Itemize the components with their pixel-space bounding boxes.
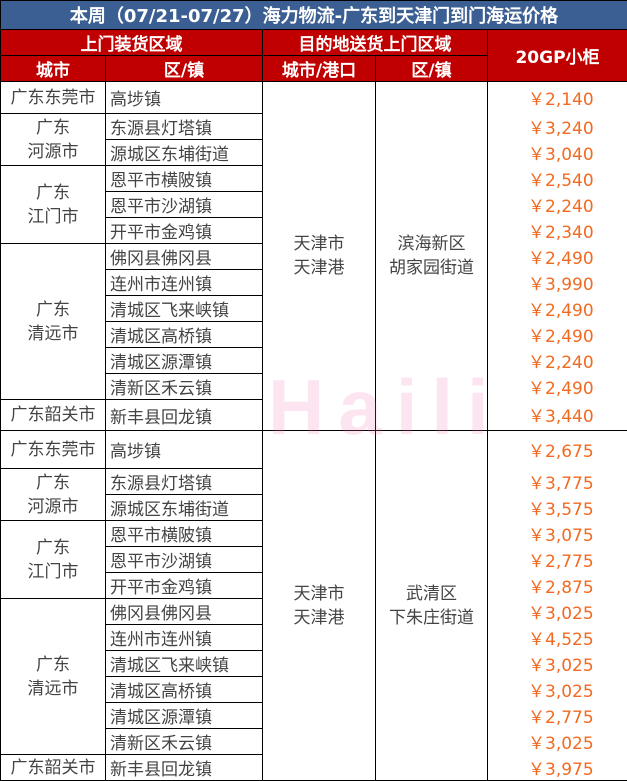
origin-town: 开平市金鸡镇 [106,218,263,244]
price-cell: ￥3,775 [488,469,627,495]
origin-town: 连州市连州镇 [106,270,263,296]
price-cell: ￥3,025 [488,651,627,677]
origin-town: 清城区飞来峡镇 [106,296,263,322]
origin-town: 清城区高桥镇 [106,677,263,703]
price-cell: ￥3,990 [488,270,627,296]
origin-town: 清城区飞来峡镇 [106,651,263,677]
price-cell: ￥3,075 [488,521,627,547]
origin-city: 广东韶关市 [1,400,106,431]
origin-town: 源城区东埔街道 [106,495,263,521]
price-cell: ￥3,040 [488,140,627,166]
origin-town: 高埗镇 [106,82,263,114]
origin-town: 东源县灯塔镇 [106,469,263,495]
price-cell: ￥3,025 [488,729,627,755]
origin-city: 广东韶关市 [1,755,106,781]
table-row: 广东东莞市高埗镇天津市天津港滨海新区胡家园街道￥2,140 [1,82,627,114]
origin-town: 清新区禾云镇 [106,374,263,400]
price-cell: ￥2,140 [488,82,627,114]
price-cell: ￥2,490 [488,374,627,400]
price-cell: ￥4,525 [488,625,627,651]
city-header: 城市 [1,56,106,82]
price-cell: ￥2,490 [488,296,627,322]
price-cell: ￥3,025 [488,599,627,625]
origin-city: 广东清远市 [1,599,106,755]
origin-town: 清城区高桥镇 [106,322,263,348]
price-cell: ￥3,975 [488,755,627,781]
port-header: 城市/港口 [263,56,376,82]
origin-town: 恩平市沙湖镇 [106,192,263,218]
origin-town: 佛冈县佛冈县 [106,599,263,625]
origin-town: 恩平市沙湖镇 [106,547,263,573]
page-title: 本周（07/21-07/27）海力物流-广东到天津门到门海运价格 [1,1,627,30]
origin-city: 广东江门市 [1,166,106,244]
price-cell: ￥2,490 [488,322,627,348]
origin-town: 连州市连州镇 [106,625,263,651]
price-cell: ￥2,775 [488,703,627,729]
price-cell: ￥3,240 [488,114,627,140]
origin-town: 清新区禾云镇 [106,729,263,755]
origin-town: 新丰县回龙镇 [106,755,263,781]
price-cell: ￥2,240 [488,192,627,218]
dest-port: 天津市天津港 [263,82,376,431]
origin-town: 恩平市横陂镇 [106,521,263,547]
origin-city: 广东河源市 [1,469,106,521]
origin-town: 清城区源潭镇 [106,348,263,374]
origin-city: 广东东莞市 [1,82,106,114]
origin-town: 东源县灯塔镇 [106,114,263,140]
price-cell: ￥2,875 [488,573,627,599]
price-header: 20GP小柜 [488,30,627,82]
origin-town: 佛冈县佛冈县 [106,244,263,270]
price-cell: ￥2,540 [488,166,627,192]
origin-town: 新丰县回龙镇 [106,400,263,431]
origin-town: 开平市金鸡镇 [106,573,263,599]
dest-town: 武清区下朱庄街道 [376,431,488,781]
origin-town: 源城区东埔街道 [106,140,263,166]
origin-town: 高埗镇 [106,431,263,469]
origin-header: 上门装货区域 [1,30,263,56]
origin-city: 广东清远市 [1,244,106,400]
dest-header: 目的地送货上门区域 [263,30,488,56]
town-header: 区/镇 [106,56,263,82]
price-cell: ￥3,025 [488,677,627,703]
price-cell: ￥2,340 [488,218,627,244]
origin-city: 广东河源市 [1,114,106,166]
dest-port: 天津市天津港 [263,431,376,781]
price-cell: ￥3,440 [488,400,627,431]
origin-town: 清城区源潭镇 [106,703,263,729]
origin-city: 广东东莞市 [1,431,106,469]
price-cell: ￥2,775 [488,547,627,573]
price-cell: ￥2,490 [488,244,627,270]
price-cell: ￥3,575 [488,495,627,521]
origin-city: 广东江门市 [1,521,106,599]
origin-town: 恩平市横陂镇 [106,166,263,192]
price-cell: ￥2,240 [488,348,627,374]
dest-town: 滨海新区胡家园街道 [376,82,488,431]
dest-town-header: 区/镇 [376,56,488,82]
price-cell: ￥2,675 [488,431,627,469]
table-row: 广东东莞市高埗镇天津市天津港武清区下朱庄街道￥2,675 [1,431,627,469]
